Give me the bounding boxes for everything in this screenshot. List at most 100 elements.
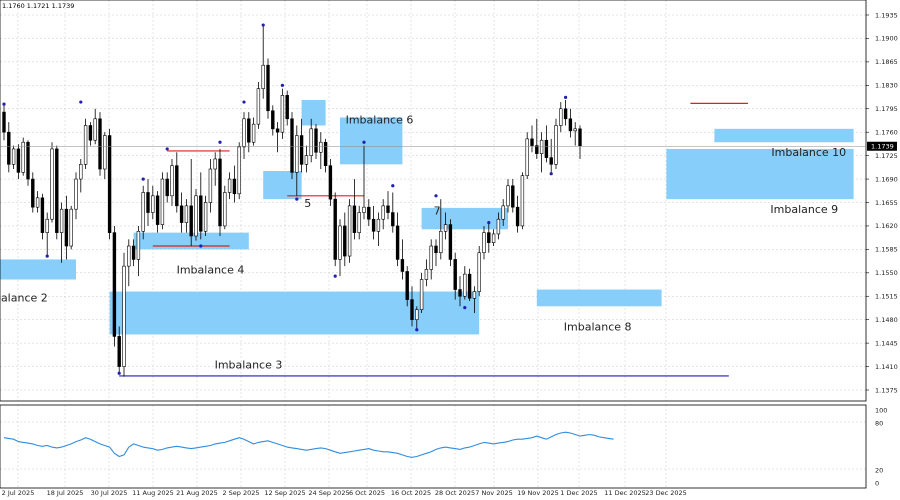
candle-body-bull <box>381 205 385 220</box>
candle <box>11 145 16 170</box>
candle-body-bear <box>107 135 112 233</box>
candle-body-bear <box>453 259 457 290</box>
candle <box>381 199 385 230</box>
candle <box>131 239 136 267</box>
candle <box>175 152 179 213</box>
y-tick-label: 1.1935 <box>875 11 898 19</box>
fractal-marker <box>333 274 337 278</box>
candle-body-bull <box>429 245 433 270</box>
candle-body-bear <box>367 206 371 220</box>
fractal-marker <box>391 184 395 188</box>
candle <box>429 239 433 280</box>
candle-body-bear <box>515 206 520 227</box>
x-tick-label: 1 Dec 2025 <box>560 489 597 497</box>
candle-body-bull <box>79 164 83 180</box>
candle-body-bear <box>7 131 11 165</box>
candle-body-bull <box>319 141 323 153</box>
candle-body-bear <box>88 125 93 141</box>
candle <box>352 179 357 240</box>
candle-body-bull <box>482 232 486 254</box>
candle <box>50 142 54 223</box>
osc-y-tick-label: 80 <box>875 419 883 427</box>
candle-body-bull <box>11 148 16 165</box>
x-tick-label: 23 Dec 2025 <box>645 489 687 497</box>
candle-body-bull <box>415 309 419 320</box>
candle <box>218 148 222 236</box>
candle <box>223 185 227 230</box>
candle <box>323 138 328 173</box>
candle <box>69 205 73 250</box>
candle-body-bull <box>573 128 577 132</box>
candle <box>266 58 270 119</box>
y-tick-label: 1.1480 <box>875 316 898 324</box>
candle <box>31 172 35 213</box>
candle-body-bull <box>506 185 510 207</box>
candle <box>573 122 577 146</box>
zone-label: Imbalance 8 <box>564 320 632 333</box>
y-tick-label: 1.1410 <box>875 363 898 371</box>
candle-body-bull <box>347 205 352 257</box>
y-tick-label: 1.1655 <box>875 199 898 207</box>
candle-body-bear <box>165 178 169 197</box>
candle-body-bear <box>285 95 289 120</box>
candle-body-bear <box>189 205 193 237</box>
candle-body-bear <box>511 185 515 208</box>
candle-body-bear <box>175 165 179 207</box>
candle-body-bull <box>309 128 313 156</box>
imbalance-zones <box>0 100 854 335</box>
candle <box>170 158 174 206</box>
candle-body-bull <box>261 64 265 89</box>
candle <box>194 189 198 241</box>
x-tick-label: 12 Sep 2025 <box>264 489 305 497</box>
candle-body-bear <box>55 148 59 233</box>
y-tick-label: 1.1795 <box>875 105 898 113</box>
candle-body-bull <box>525 138 529 177</box>
candle <box>405 266 409 307</box>
candle <box>127 239 131 287</box>
y-tick-label: 1.1725 <box>875 152 898 160</box>
candle <box>251 117 256 146</box>
zone-label: Imbalance 10 <box>771 146 846 159</box>
candle <box>391 192 395 233</box>
candle <box>189 158 193 247</box>
candle <box>242 112 246 159</box>
candle <box>371 205 376 240</box>
candle-body-bear <box>323 141 328 166</box>
candle <box>549 138 553 173</box>
candle <box>328 158 333 206</box>
candle <box>544 125 549 163</box>
imbalance-zone <box>301 100 326 126</box>
fractal-marker <box>487 220 491 225</box>
imbalance-zone <box>714 128 854 143</box>
imbalance-zone <box>109 291 480 335</box>
candle-body-bear <box>271 110 275 130</box>
candle-body-bear <box>343 225 347 257</box>
y-tick-label: 1.1760 <box>875 128 898 136</box>
fractal-marker <box>117 371 121 375</box>
candle <box>376 212 381 247</box>
oscillator-panel-border <box>0 404 867 489</box>
candle <box>415 306 419 330</box>
y-tick-label: 1.1550 <box>875 269 898 277</box>
candle <box>155 191 160 233</box>
candle <box>467 268 472 301</box>
zone-labels: Imbalance 2 Imbalance 3 Imbalance 4 5 Imbala… <box>0 113 846 371</box>
candle <box>439 199 443 260</box>
candle-body-bear <box>352 205 357 233</box>
grid <box>0 0 866 488</box>
candle <box>386 191 390 220</box>
imbalance-zone <box>666 148 854 200</box>
candle <box>506 179 510 213</box>
fractal-marker <box>2 102 6 106</box>
candle-body-bear <box>568 118 573 132</box>
candle-body-bear <box>112 232 117 337</box>
candle-body-bull <box>559 108 563 126</box>
candle <box>367 199 371 226</box>
candle-body-bull <box>35 197 40 208</box>
candle-body-bear <box>395 225 400 260</box>
candle-body-bear <box>391 212 395 227</box>
candle-body-bear <box>386 205 390 213</box>
candle <box>314 124 318 159</box>
fractal-marker <box>295 197 299 201</box>
candle <box>280 88 285 139</box>
